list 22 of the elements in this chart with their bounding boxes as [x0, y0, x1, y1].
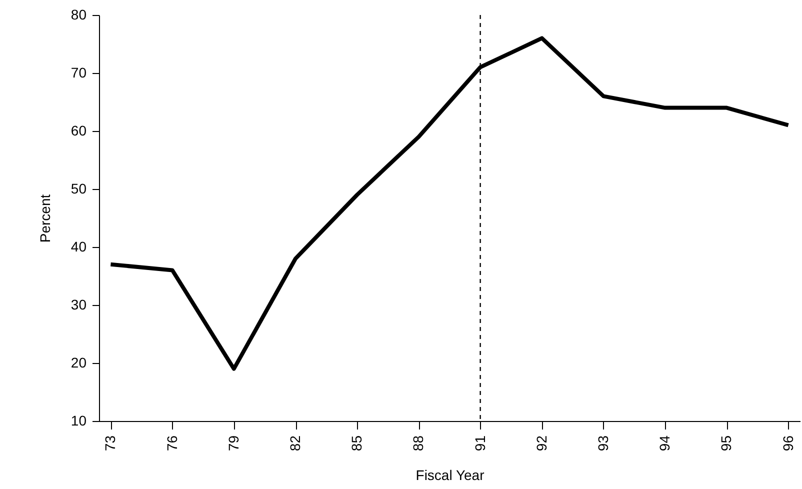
y-tick-label: 10: [70, 412, 87, 428]
x-tick-label: 93: [595, 435, 611, 452]
y-tick-label: 40: [70, 238, 87, 254]
y-tick-label: 50: [70, 180, 87, 196]
y-tick-label: 20: [70, 354, 87, 370]
x-tick-label: 82: [287, 435, 303, 452]
y-tick-label: 70: [70, 64, 87, 80]
x-tick-label: 92: [533, 435, 550, 452]
x-tick-label: 73: [102, 435, 118, 452]
x-tick-label: 79: [225, 435, 242, 452]
x-tick-label: 94: [656, 435, 673, 452]
x-tick-label: 91: [472, 435, 488, 452]
x-tick-label: 95: [718, 435, 734, 452]
x-tick-label: 96: [780, 435, 796, 452]
y-axis-title: Percent: [36, 194, 53, 243]
y-tick-label: 60: [70, 122, 87, 138]
x-axis-title: Fiscal Year: [416, 467, 485, 484]
x-tick-label: 88: [410, 435, 426, 452]
x-tick-label: 76: [164, 435, 180, 452]
x-tick-label: 85: [348, 435, 365, 452]
y-tick-label: 30: [70, 296, 87, 312]
y-tick-label: 80: [70, 6, 87, 22]
